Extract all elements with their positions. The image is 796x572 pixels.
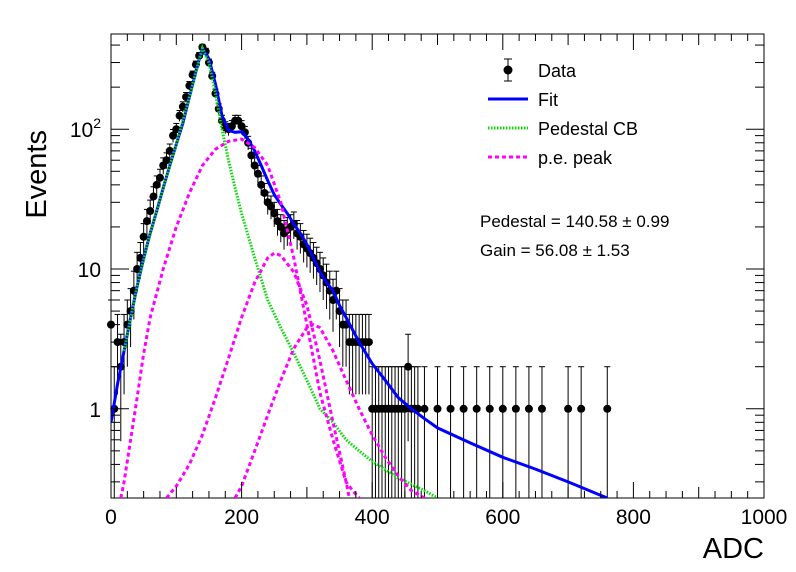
data-point: [139, 223, 148, 254]
legend: Data Fit Pedestal CB p.e. peak: [488, 58, 638, 168]
x-tick-label: 200: [224, 506, 259, 529]
data-point: [162, 152, 171, 169]
y-axis-title: Events: [21, 130, 53, 219]
fit-results: Pedestal = 140.58 ± 0.99 Gain = 56.08 ± …: [480, 212, 669, 260]
x-axis-title: ADC: [703, 533, 764, 565]
data-point: [276, 214, 285, 243]
legend-item-pedestal: Pedestal CB: [488, 119, 638, 139]
data-point: [172, 122, 181, 136]
data-point: [165, 143, 174, 159]
data-point: [537, 366, 546, 498]
y-tick-label: 102: [70, 115, 101, 142]
legend-label-pedestal: Pedestal CB: [538, 119, 638, 139]
legend-item-data: Data: [503, 58, 577, 82]
gain-annotation: Gain = 56.08 ± 1.53: [480, 241, 630, 260]
data-point: [146, 199, 155, 225]
data-point: [175, 109, 184, 122]
data-point: [511, 366, 520, 498]
data-point: [459, 366, 468, 498]
pm-symbol-2: ±: [583, 241, 597, 260]
data-point: [524, 366, 533, 498]
pedestal-error: 0.99: [636, 212, 669, 231]
legend-item-fit: Fit: [488, 90, 558, 110]
data-point: [564, 366, 573, 498]
curve-layer: [111, 43, 608, 498]
curve-p-e-peak-3: [233, 322, 426, 498]
x-tick-label: 800: [616, 506, 651, 529]
data-point: [280, 219, 289, 250]
curve-p-e-peak-2: [165, 251, 351, 498]
data-point: [142, 208, 151, 236]
data-point: [433, 366, 442, 498]
data-point: [498, 366, 507, 498]
data-point: [420, 366, 429, 498]
data-point: [107, 299, 115, 367]
x-tick-label: 1000: [741, 506, 788, 529]
x-tick-label: 0: [105, 506, 117, 529]
legend-marker-icon: [503, 65, 513, 75]
pedestal-annotation: Pedestal = 140.58 ± 0.99: [480, 212, 669, 231]
y-tick-label: 1: [89, 399, 101, 422]
curve-pedestal-cb: [122, 43, 439, 498]
curve-p-e-peak-1: [119, 137, 361, 498]
gain-value: Gain = 56.08: [480, 241, 578, 260]
data-layer: [107, 43, 612, 498]
x-tick-label: 600: [485, 506, 520, 529]
legend-item-pe-peak: p.e. peak: [488, 148, 613, 168]
pm-symbol-1: ±: [622, 212, 636, 231]
data-point: [472, 366, 481, 498]
data-point: [364, 313, 373, 395]
pedestal-value: Pedestal = 140.58: [480, 212, 618, 231]
data-point: [603, 366, 612, 498]
axis-layer: 0 200 400 600 800 1000 1 10 102: [70, 34, 788, 529]
y-tick-label: 10: [78, 259, 101, 282]
legend-label-data: Data: [538, 61, 577, 81]
x-tick-label: 400: [355, 506, 390, 529]
legend-label-pe-peak: p.e. peak: [538, 148, 613, 168]
gain-error: 1.53: [597, 241, 630, 260]
data-point: [404, 333, 413, 442]
data-point: [485, 366, 494, 498]
data-point: [577, 366, 586, 498]
legend-label-fit: Fit: [538, 90, 558, 110]
